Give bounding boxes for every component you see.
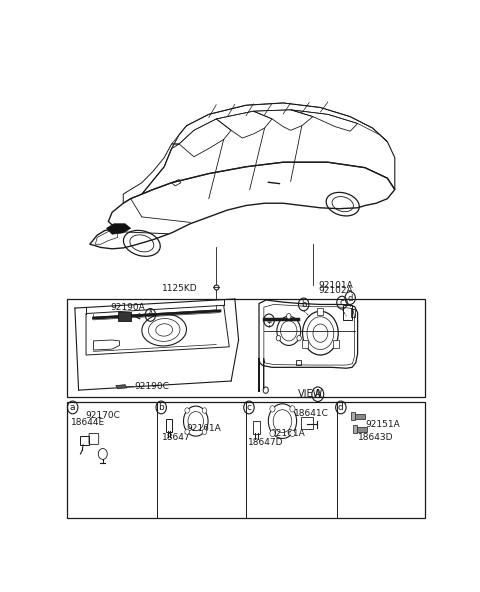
Text: 92151A: 92151A bbox=[365, 420, 400, 429]
FancyBboxPatch shape bbox=[302, 340, 308, 348]
Text: A: A bbox=[314, 389, 321, 399]
Text: 92101A: 92101A bbox=[319, 281, 353, 290]
Polygon shape bbox=[116, 385, 127, 389]
Polygon shape bbox=[107, 224, 131, 234]
Text: 92161A: 92161A bbox=[186, 424, 221, 433]
FancyBboxPatch shape bbox=[118, 312, 131, 321]
Text: 92102A: 92102A bbox=[319, 286, 353, 295]
FancyBboxPatch shape bbox=[351, 413, 355, 420]
Circle shape bbox=[202, 408, 207, 413]
Circle shape bbox=[270, 406, 275, 412]
Text: b: b bbox=[158, 403, 164, 412]
Circle shape bbox=[185, 429, 189, 435]
Circle shape bbox=[290, 406, 295, 412]
Text: 92190A: 92190A bbox=[110, 303, 145, 312]
Text: a: a bbox=[266, 316, 272, 325]
Circle shape bbox=[185, 408, 189, 413]
Text: d: d bbox=[348, 294, 353, 303]
Circle shape bbox=[276, 336, 281, 341]
Text: 1125KD: 1125KD bbox=[162, 284, 198, 292]
Text: c: c bbox=[340, 298, 344, 307]
Text: 92170C: 92170C bbox=[85, 411, 120, 420]
Text: a: a bbox=[70, 403, 75, 412]
Text: 18647D: 18647D bbox=[248, 438, 283, 447]
Text: VIEW: VIEW bbox=[298, 389, 324, 399]
Circle shape bbox=[270, 430, 275, 436]
FancyBboxPatch shape bbox=[355, 427, 367, 432]
Circle shape bbox=[202, 429, 207, 435]
FancyBboxPatch shape bbox=[333, 340, 339, 348]
Text: b: b bbox=[301, 300, 306, 309]
Circle shape bbox=[297, 336, 301, 341]
Text: 92190C: 92190C bbox=[134, 382, 169, 391]
FancyBboxPatch shape bbox=[353, 414, 365, 419]
Text: c: c bbox=[246, 403, 252, 412]
Text: 18643D: 18643D bbox=[358, 433, 393, 442]
Circle shape bbox=[290, 430, 295, 436]
Circle shape bbox=[287, 314, 291, 319]
Text: A: A bbox=[147, 310, 153, 320]
Text: 18641C: 18641C bbox=[294, 409, 329, 419]
Text: 92161A: 92161A bbox=[270, 429, 305, 438]
Text: d: d bbox=[338, 403, 344, 412]
FancyBboxPatch shape bbox=[353, 425, 357, 433]
Text: 18644E: 18644E bbox=[71, 419, 105, 427]
FancyBboxPatch shape bbox=[317, 308, 324, 315]
Text: 18647: 18647 bbox=[162, 433, 191, 442]
